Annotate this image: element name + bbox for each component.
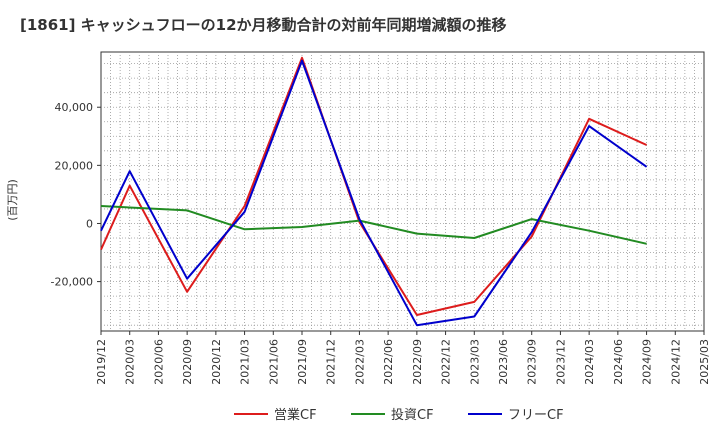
- series-layer: [100, 56, 648, 327]
- chart-title: [1861] キャッシュフローの12か月移動合計の対前年同期増減額の推移: [20, 16, 507, 34]
- x-tick-label: 2023/09: [526, 339, 539, 385]
- x-tick-label: 2022/12: [440, 339, 453, 385]
- x-tick-label: 2021/06: [267, 339, 280, 385]
- x-tick-label: 2019/12: [95, 339, 108, 385]
- x-tick-label: 2020/03: [124, 339, 137, 385]
- x-tick-label: 2020/06: [152, 339, 165, 385]
- y-tick-label: -20,000: [51, 276, 93, 289]
- plot-area: [100, 51, 705, 332]
- y-axis-label: (百万円): [6, 179, 19, 221]
- y-tick-label: 0: [86, 217, 93, 230]
- x-tick-label: 2021/09: [296, 339, 309, 385]
- y-tick-label: 40,000: [55, 101, 94, 114]
- x-tick-label: 2023/06: [497, 339, 510, 385]
- x-tick-label: 2023/03: [468, 339, 481, 385]
- x-tick-label: 2025/03: [698, 339, 711, 385]
- x-tick-label: 2024/03: [583, 339, 596, 385]
- x-tick-label: 2022/06: [382, 339, 395, 385]
- x-tick-label: 2024/09: [641, 339, 654, 385]
- x-tick-label: 2022/09: [411, 339, 424, 385]
- x-tick-label: 2024/12: [669, 339, 682, 385]
- x-tick-label: 2024/06: [612, 339, 625, 385]
- legend-label: フリーCF: [508, 408, 564, 423]
- legend-label: 営業CF: [274, 407, 317, 423]
- x-tick-label: 2021/03: [239, 339, 252, 385]
- series-line-2: [100, 205, 647, 245]
- y-tick-label: 20,000: [55, 159, 94, 172]
- x-tick-label: 2022/03: [353, 339, 366, 385]
- series-line-3: [100, 59, 648, 327]
- x-tick-label: 2023/12: [554, 339, 567, 385]
- legend-label: 投資CF: [391, 407, 434, 423]
- x-tick-label: 2020/12: [210, 339, 223, 385]
- x-axis: 2019/12 2020/03 2020/06 2020/09 2020/12 2021/…: [95, 331, 711, 385]
- y-axis: -20,000 0 20,000 40,000: [51, 101, 101, 289]
- legend: 営業CF 投資CF フリーCF: [234, 407, 564, 423]
- x-tick-label: 2021/12: [325, 339, 338, 385]
- x-tick-label: 2020/09: [181, 339, 194, 385]
